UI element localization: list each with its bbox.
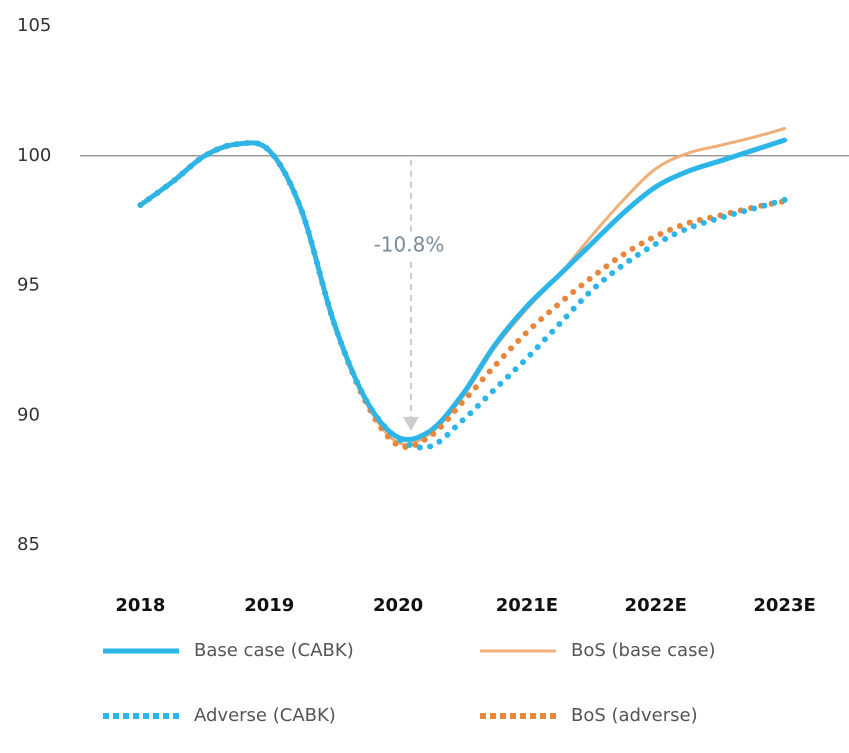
x-tick-label: 2020: [373, 595, 423, 616]
x-tick-label: 2019: [244, 595, 294, 616]
y-tick-label: 90: [17, 404, 40, 425]
legend-label: BoS (adverse): [571, 705, 698, 726]
y-tick-label: 95: [17, 275, 40, 296]
legend-label: Base case (CABK): [194, 640, 354, 661]
y-tick-label: 105: [17, 15, 51, 36]
series-line: [137, 137, 788, 442]
y-tick-label: 85: [17, 534, 40, 555]
annotation-arrowhead: [402, 416, 419, 431]
x-tick-label: 2023E: [753, 595, 815, 616]
legend-label: BoS (base case): [571, 640, 716, 661]
x-tick-label: 2021E: [496, 595, 558, 616]
annotation: -10.8%: [374, 233, 445, 257]
y-tick-label: 100: [17, 145, 51, 166]
series-line: [137, 139, 788, 451]
legend-label: Adverse (CABK): [194, 705, 336, 726]
x-tick-label: 2018: [115, 595, 165, 616]
x-tick-label: 2022E: [625, 595, 687, 616]
series-line: [137, 139, 788, 451]
